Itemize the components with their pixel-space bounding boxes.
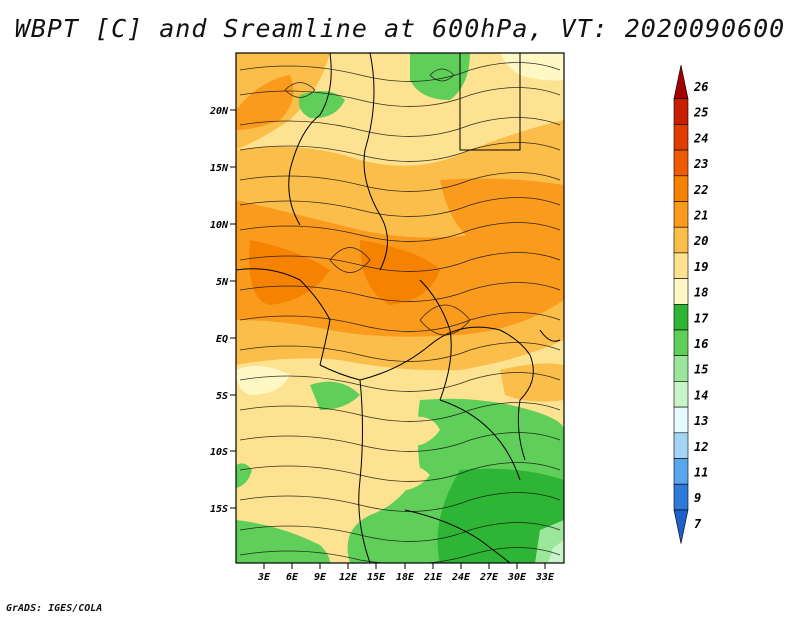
colorbar-swatch	[673, 124, 689, 151]
lon-tick-label: 30E	[507, 572, 527, 583]
lat-tick-label: 15N	[210, 163, 229, 174]
colorbar-swatch	[673, 458, 689, 485]
colorbar-level-label: 21	[693, 209, 708, 223]
lon-tick-label: 3E	[257, 572, 271, 583]
colorbar-level-label: 16	[694, 337, 708, 351]
lon-tick-label: 6E	[286, 572, 299, 583]
lon-tick-label: 12E	[339, 572, 358, 583]
colorbar-swatch	[673, 483, 689, 511]
colorbar-level-label: 26	[693, 80, 708, 94]
colorbar-swatch	[673, 175, 689, 202]
lon-tick-label: 9E	[314, 572, 327, 583]
lat-tick-label: 10N	[210, 220, 229, 231]
colorbar-swatch	[673, 381, 689, 408]
wbpt-shaded-field	[236, 53, 564, 563]
colorbar-swatch	[673, 432, 689, 459]
lat-tick-label: EQ	[216, 334, 228, 345]
colorbar-level-label: 20	[693, 234, 708, 248]
colorbar-level-label: 15	[694, 363, 708, 377]
colorbar-swatch	[673, 329, 689, 357]
colorbar-swatch	[673, 509, 689, 544]
colorbar-swatch	[673, 252, 689, 279]
lat-tick-label: 5S	[216, 391, 228, 402]
country-borders	[236, 53, 561, 563]
lon-tick-label: 18E	[396, 572, 415, 583]
colorbar-level-label: 7	[694, 517, 702, 531]
colorbar-level-label: 13	[694, 414, 708, 428]
colorbar-level-label: 23	[693, 157, 708, 171]
colorbar-swatch	[673, 406, 689, 434]
map-frame	[235, 52, 565, 564]
lon-tick-label: 33E	[535, 572, 555, 583]
colorbar-swatch	[673, 64, 689, 99]
colorbar-level-label: 9	[694, 491, 701, 505]
lon-tick-label: 24E	[451, 572, 471, 583]
footer-credit: GrADS: IGES/COLA	[6, 603, 103, 614]
colorbar-level-label: 17	[694, 311, 709, 325]
colorbar-swatch	[673, 98, 689, 125]
colorbar-level-label: 18	[694, 286, 708, 300]
colorbar-swatch	[673, 355, 689, 382]
lon-tick-label: 21E	[423, 572, 443, 583]
lat-tick-label: 20N	[209, 106, 229, 117]
colorbar-swatch	[673, 149, 689, 177]
colorbar-level-label: 22	[693, 183, 708, 197]
streamlines	[239, 62, 561, 563]
lat-tick-label: 10S	[210, 447, 228, 458]
colorbar-swatch	[673, 303, 689, 331]
lat-tick-label: 15S	[210, 504, 228, 515]
colorbar-swatch	[673, 201, 689, 228]
latitude-axis: 20N 15N 10N 5N EQ 5S 10S 15S	[209, 106, 236, 515]
colorbar: 26 25 24 23 22 21 20 19 18 17 16 15 14 13 12 11 9 7	[673, 64, 709, 544]
colorbar-swatch	[673, 278, 689, 305]
lon-tick-label: 15E	[367, 572, 386, 583]
colorbar-level-label: 12	[694, 440, 708, 454]
lon-tick-label: 27E	[479, 572, 499, 583]
map-title: WBPT [C] and Sreamline at 600hPa, VT: 20…	[14, 14, 786, 43]
colorbar-level-label: 24	[693, 131, 708, 145]
lat-tick-label: 5N	[216, 277, 229, 288]
colorbar-swatch	[673, 226, 689, 254]
colorbar-level-label: 25	[693, 106, 708, 120]
colorbar-level-label: 19	[694, 260, 708, 274]
longitude-axis: 3E 6E 9E 12E 15E 18E 21E 24E 27E 30E 33E	[257, 563, 555, 583]
colorbar-level-label: 11	[694, 466, 708, 480]
colorbar-level-label: 14	[694, 388, 708, 402]
